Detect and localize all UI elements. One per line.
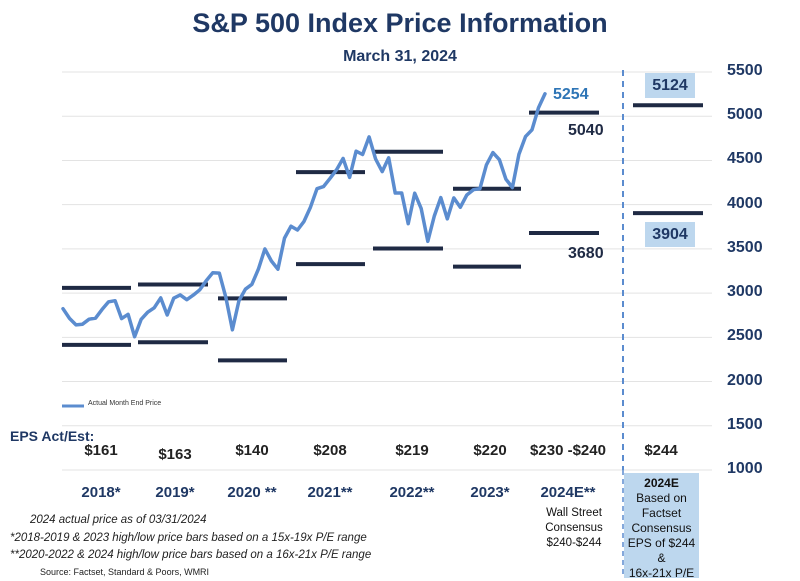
eps-value: $244: [644, 442, 678, 459]
period-label: 2021**: [307, 484, 353, 501]
factset-high-label: 5124: [645, 73, 695, 98]
current-price-label: 5254: [553, 86, 589, 103]
price-line-layer: [61, 92, 547, 339]
ws-high-label: 5040: [568, 122, 604, 139]
eps-value: $161: [84, 442, 118, 459]
panel-line1: 2024E: [644, 476, 679, 490]
price-range-bars: [62, 103, 703, 363]
y-tick-label: 4000: [727, 194, 763, 212]
y-tick-label: 2500: [727, 327, 763, 345]
panel-line6: 16x-21x P/E: [628, 566, 695, 580]
factset-panel: [624, 473, 699, 578]
period-label: 2019*: [155, 484, 195, 501]
y-tick-label: 4500: [727, 150, 763, 168]
panel-line2: Based on: [636, 491, 687, 505]
price-line: [61, 92, 547, 339]
note-2: *2018-2019 & 2023 high/low price bars ba…: [10, 532, 367, 544]
panel-line4: Consensus: [631, 521, 692, 535]
y-tick-label: 1500: [727, 415, 763, 433]
note-1: 2024 actual price as of 03/31/2024: [30, 514, 207, 526]
source-note: Source: Factset, Standard & Poors, WMRI: [40, 567, 210, 577]
eps-value: $208: [313, 442, 347, 459]
y-tick-label: 3500: [727, 238, 763, 256]
period-label: 2018*: [81, 484, 121, 501]
y-tick-label: 5000: [727, 106, 763, 124]
wall-street-line3: $240-$244: [546, 537, 602, 549]
eps-value: $230 -$240: [530, 442, 606, 459]
eps-value: $220: [473, 442, 507, 459]
factset-low-label: 3904: [645, 222, 695, 247]
wall-street-line1: Wall Street: [546, 507, 602, 519]
legend-label: Actual Month End Price: [88, 400, 162, 407]
eps-value: $163: [158, 446, 192, 463]
eps-label: EPS Act/Est:: [10, 428, 95, 444]
y-tick-label: 2000: [727, 371, 763, 389]
factset-panel-text: 2024E Based on Factset Consensus EPS of …: [624, 476, 699, 581]
panel-line5: EPS of $244 &: [627, 536, 696, 565]
panel-line3: Factset: [641, 506, 682, 520]
gridlines: [62, 71, 712, 471]
ws-low-label: 3680: [568, 245, 604, 262]
note-3: **2020-2022 & 2024 high/low price bars b…: [10, 549, 372, 561]
eps-value: $219: [395, 442, 429, 459]
period-label: 2024E**: [540, 484, 596, 501]
period-label: 2023*: [470, 484, 510, 501]
chart-subtitle: March 31, 2024: [343, 48, 457, 65]
chart-title: S&P 500 Index Price Information: [192, 8, 608, 38]
period-label: 2022**: [389, 484, 435, 501]
wall-street-line2: Consensus: [545, 522, 603, 534]
y-tick-label: 3000: [727, 283, 763, 301]
y-tick-label: 5500: [727, 62, 763, 79]
eps-value: $140: [235, 442, 269, 459]
wall-street-note: Wall Street Consensus $240-$244: [532, 506, 616, 551]
period-label: 2020 **: [227, 484, 277, 501]
y-tick-label: 1000: [727, 460, 763, 477]
